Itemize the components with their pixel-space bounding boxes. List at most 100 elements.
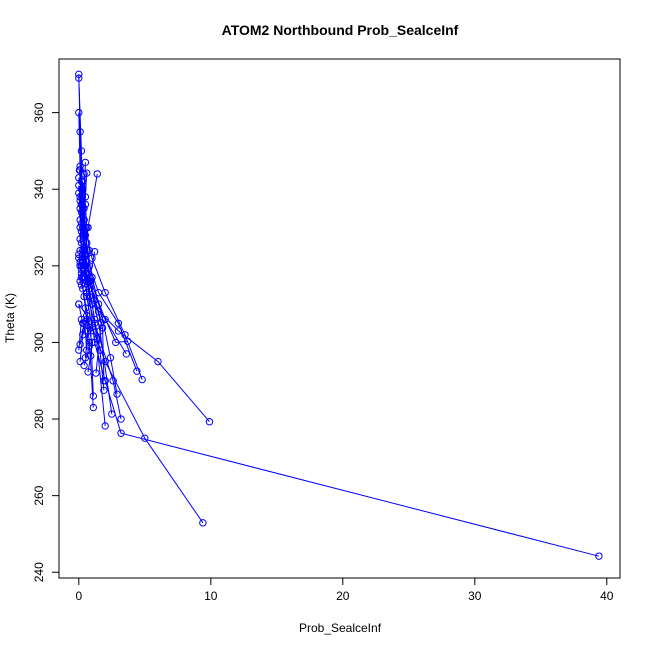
data-point xyxy=(76,162,84,170)
data-point xyxy=(141,434,149,442)
data-point xyxy=(76,357,84,366)
data-point xyxy=(122,350,131,358)
data-point xyxy=(108,410,116,418)
data-point xyxy=(81,327,90,335)
data-point xyxy=(80,170,88,178)
data-point xyxy=(76,262,84,270)
data-point xyxy=(90,315,99,324)
plot-frame xyxy=(58,58,621,579)
series-line xyxy=(78,177,84,232)
y-tick-label: 360 xyxy=(32,102,46,122)
data-point xyxy=(75,70,83,79)
data-point xyxy=(595,552,603,560)
data-point xyxy=(75,254,83,262)
data-point xyxy=(75,181,83,190)
x-axis-label: Prob_SealceInf xyxy=(299,621,382,635)
data-point xyxy=(205,418,214,426)
data-point xyxy=(80,361,88,370)
data-point xyxy=(89,392,98,400)
series-line xyxy=(78,319,88,351)
data-point xyxy=(94,308,103,316)
data-point xyxy=(101,288,109,297)
data-point xyxy=(77,147,86,155)
data-point xyxy=(117,415,125,423)
series-line xyxy=(78,74,600,557)
data-point xyxy=(76,204,84,213)
data-point xyxy=(81,304,90,312)
data-point xyxy=(93,170,101,178)
data-point xyxy=(83,239,91,247)
series-line xyxy=(78,254,84,286)
data-point xyxy=(81,200,90,209)
data-point xyxy=(93,334,101,343)
data-point xyxy=(81,158,90,167)
data-point xyxy=(84,269,92,278)
y-tick-label: 260 xyxy=(32,485,46,505)
data-point xyxy=(117,429,125,437)
y-tick-label: 320 xyxy=(32,256,46,276)
data-point xyxy=(101,422,109,430)
data-point xyxy=(97,318,105,327)
y-axis: 240 260 280 300 320 340 360 xyxy=(32,102,60,582)
series-line xyxy=(78,78,204,524)
y-tick-label: 240 xyxy=(32,562,46,582)
data-point xyxy=(77,281,86,289)
data-point xyxy=(86,352,95,360)
data-point xyxy=(138,375,146,384)
data-point xyxy=(100,386,108,395)
data-point xyxy=(79,177,87,186)
series-line xyxy=(83,173,122,420)
data-point xyxy=(81,354,90,362)
x-axis: 0 10 20 30 40 xyxy=(75,577,614,603)
data-point xyxy=(85,277,94,285)
y-tick-label: 280 xyxy=(32,409,46,429)
chart-title: ATOM2 Northbound Prob_SealceInf xyxy=(222,22,459,38)
series-layer xyxy=(75,70,603,560)
data-point xyxy=(84,327,92,335)
data-point xyxy=(79,273,87,282)
series-line xyxy=(80,277,94,408)
data-point xyxy=(79,331,87,339)
data-point xyxy=(80,246,88,255)
data-point xyxy=(75,108,83,117)
x-tick-label: 0 xyxy=(75,589,82,603)
data-point xyxy=(100,377,108,385)
data-point xyxy=(83,315,91,324)
data-point xyxy=(154,357,162,366)
data-point xyxy=(83,223,91,232)
data-point xyxy=(98,324,107,332)
data-point xyxy=(76,235,84,243)
data-point xyxy=(85,246,94,255)
data-point xyxy=(75,74,83,82)
data-point xyxy=(121,331,129,339)
data-point xyxy=(109,377,117,385)
data-point xyxy=(133,367,141,375)
data-point xyxy=(75,189,83,197)
data-point xyxy=(77,315,86,324)
data-point xyxy=(76,277,84,285)
data-point xyxy=(75,250,83,259)
x-tick-label: 40 xyxy=(600,589,614,603)
data-point xyxy=(123,337,132,345)
data-point xyxy=(75,300,83,308)
data-point xyxy=(80,216,88,224)
data-point xyxy=(106,354,115,362)
data-point xyxy=(75,174,83,182)
y-axis-label: Theta (K) xyxy=(3,293,17,343)
series-line xyxy=(78,258,84,289)
data-point xyxy=(76,216,84,224)
series-line xyxy=(82,181,90,274)
data-point xyxy=(113,390,121,398)
series-line xyxy=(88,251,102,374)
y-tick-label: 340 xyxy=(32,179,46,199)
data-point xyxy=(89,403,98,412)
data-point xyxy=(75,166,84,174)
data-point xyxy=(75,346,83,354)
data-point xyxy=(199,519,207,527)
data-point xyxy=(76,246,84,255)
series-line xyxy=(78,303,93,372)
x-tick-label: 10 xyxy=(204,589,218,603)
data-point xyxy=(79,285,87,293)
data-point xyxy=(84,368,92,376)
